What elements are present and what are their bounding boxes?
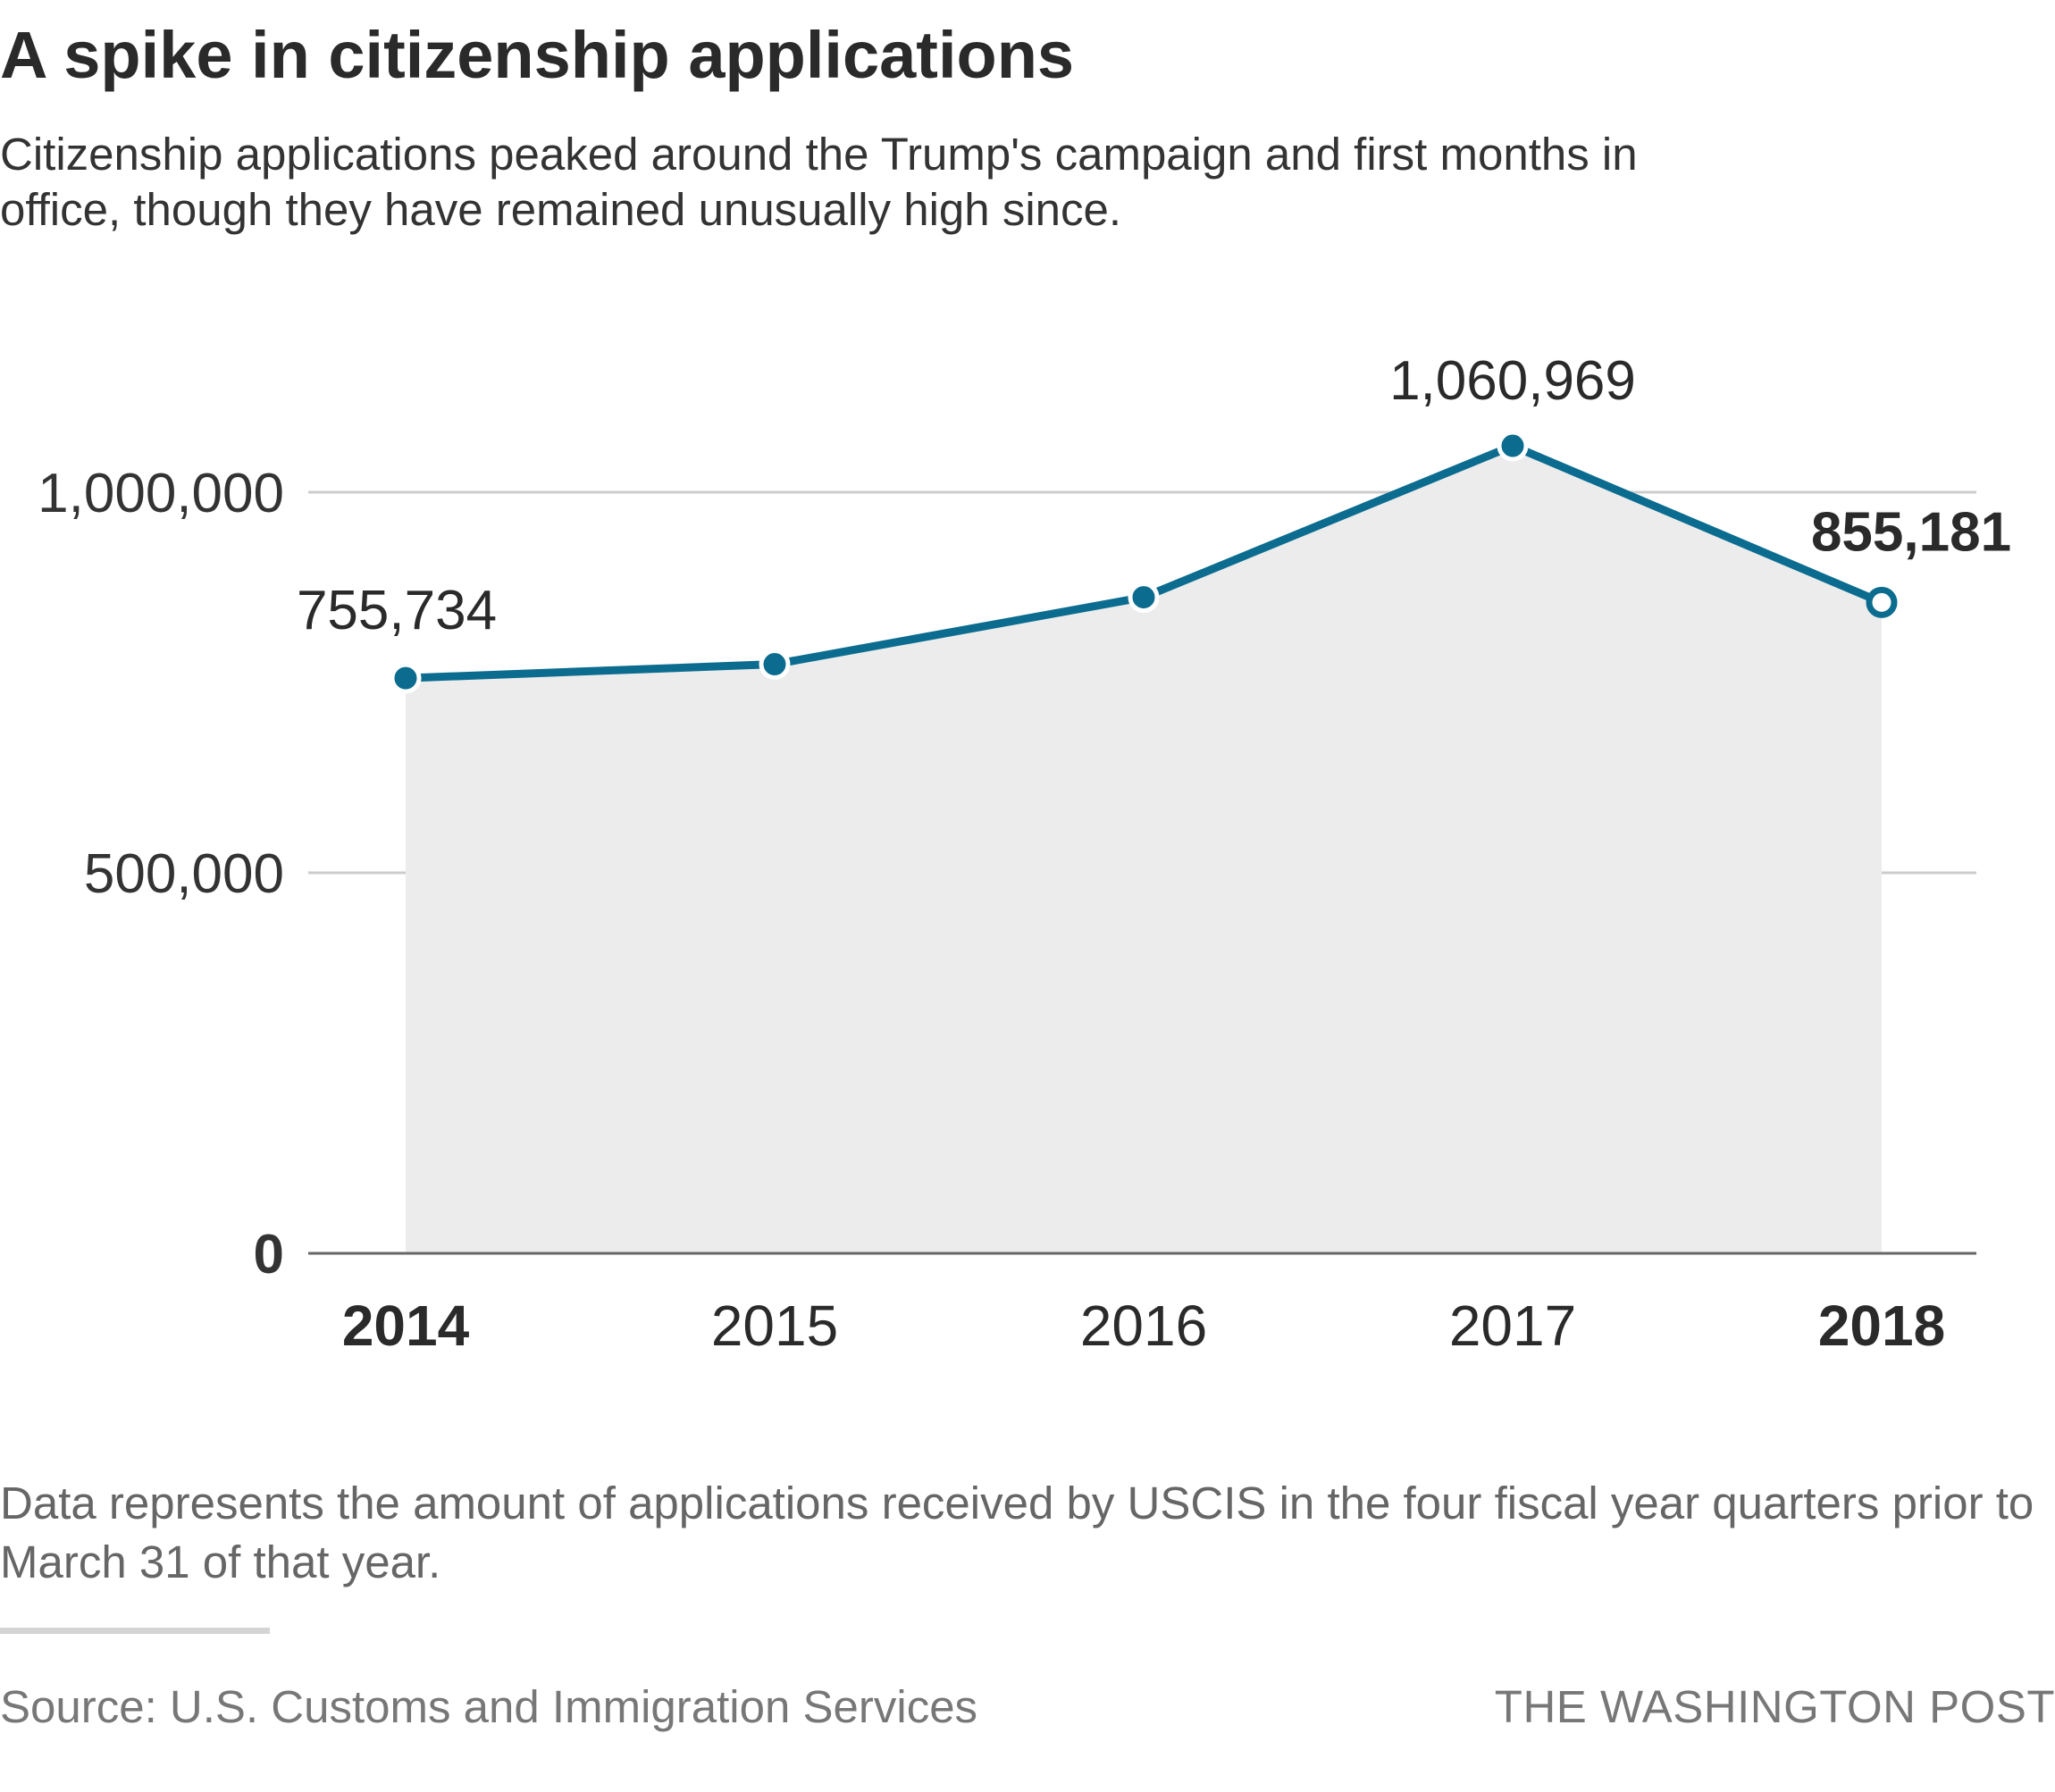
data-points [390, 430, 1898, 694]
y-tick-label: 0 [254, 1224, 284, 1285]
data-point [1128, 582, 1160, 614]
data-point [1497, 430, 1529, 462]
x-tick-label: 2015 [711, 1294, 838, 1358]
x-tick-label: 2017 [1449, 1294, 1576, 1358]
footer-divider [0, 1628, 270, 1634]
line-chart: 755,734 1,060,969 855,181 0 500,000 1,000,00… [38, 350, 2011, 1358]
y-tick-label: 1,000,000 [38, 463, 284, 524]
x-tick-label: 2014 [342, 1294, 470, 1358]
area-layer [406, 446, 1882, 1253]
chart-note: Data represents the amount of applicatio… [0, 1478, 2034, 1587]
data-point [759, 649, 791, 681]
gridlines [308, 490, 1976, 1255]
source-text: Source: U.S. Customs and Immigration Ser… [0, 1681, 978, 1732]
data-labels: 755,734 1,060,969 855,181 [297, 350, 2011, 641]
area-fill [406, 446, 1882, 1253]
y-axis-ticks: 0 500,000 1,000,000 [38, 463, 284, 1285]
data-point [1866, 586, 1898, 618]
chart-subtitle: Citizenship applications peaked around t… [0, 129, 1638, 235]
x-tick-label: 2018 [1818, 1294, 1945, 1358]
x-tick-label: 2016 [1080, 1294, 1207, 1358]
y-tick-label: 500,000 [84, 843, 284, 905]
data-label: 1,060,969 [1389, 350, 1636, 412]
publisher-credit: THE WASHINGTON POST [1494, 1681, 2055, 1732]
data-label: 755,734 [297, 580, 497, 641]
data-label: 855,181 [1811, 501, 2011, 563]
x-axis-ticks: 2014 2015 2016 2017 2018 [342, 1294, 1945, 1358]
chart-title: A spike in citizenship applications [0, 18, 1075, 92]
data-point [390, 662, 422, 694]
